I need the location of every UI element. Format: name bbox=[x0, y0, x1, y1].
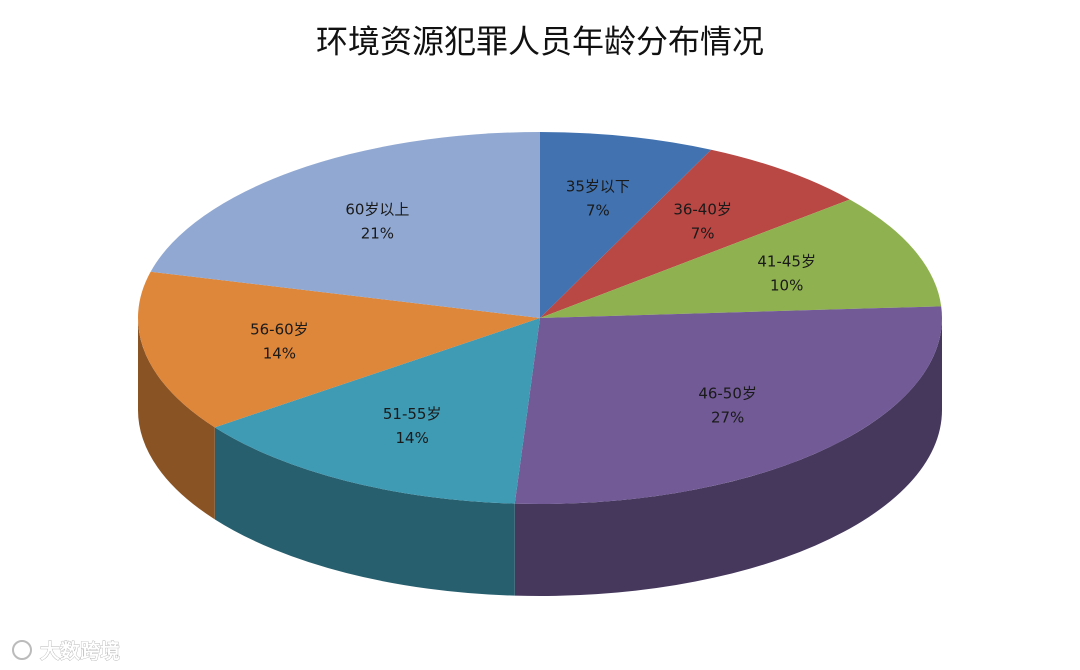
slice-category: 46-50岁 bbox=[698, 384, 757, 402]
slice-category: 35岁以下 bbox=[566, 178, 630, 196]
slice-value-label: 27% bbox=[711, 408, 744, 426]
slice bbox=[150, 132, 540, 318]
chart-title: 环境资源犯罪人员年龄分布情况 bbox=[316, 23, 764, 61]
slice-side bbox=[138, 318, 215, 520]
slice-side bbox=[514, 318, 942, 597]
slice-category: 36-40岁 bbox=[673, 201, 732, 219]
slice-category: 60岁以上 bbox=[345, 201, 409, 219]
slice-value-label: 14% bbox=[396, 429, 429, 447]
slice bbox=[540, 149, 850, 318]
slice-value-label: 10% bbox=[770, 276, 803, 294]
slice bbox=[214, 318, 541, 504]
slice bbox=[137, 271, 540, 428]
slice-category: 41-45岁 bbox=[757, 252, 816, 270]
slice-side bbox=[214, 427, 515, 596]
slice-category: 56-60岁 bbox=[250, 321, 309, 339]
watermark-icon bbox=[12, 640, 32, 660]
slice-value-label: 14% bbox=[263, 345, 296, 363]
watermark: 大数跨境 bbox=[40, 639, 120, 663]
slice bbox=[514, 306, 942, 504]
slice bbox=[540, 132, 712, 318]
slice bbox=[540, 199, 942, 318]
slice-category: 51-55岁 bbox=[383, 405, 442, 423]
slice-value-label: 7% bbox=[691, 225, 715, 243]
slice-value-label: 21% bbox=[361, 225, 394, 243]
slice-value-label: 7% bbox=[586, 202, 610, 220]
